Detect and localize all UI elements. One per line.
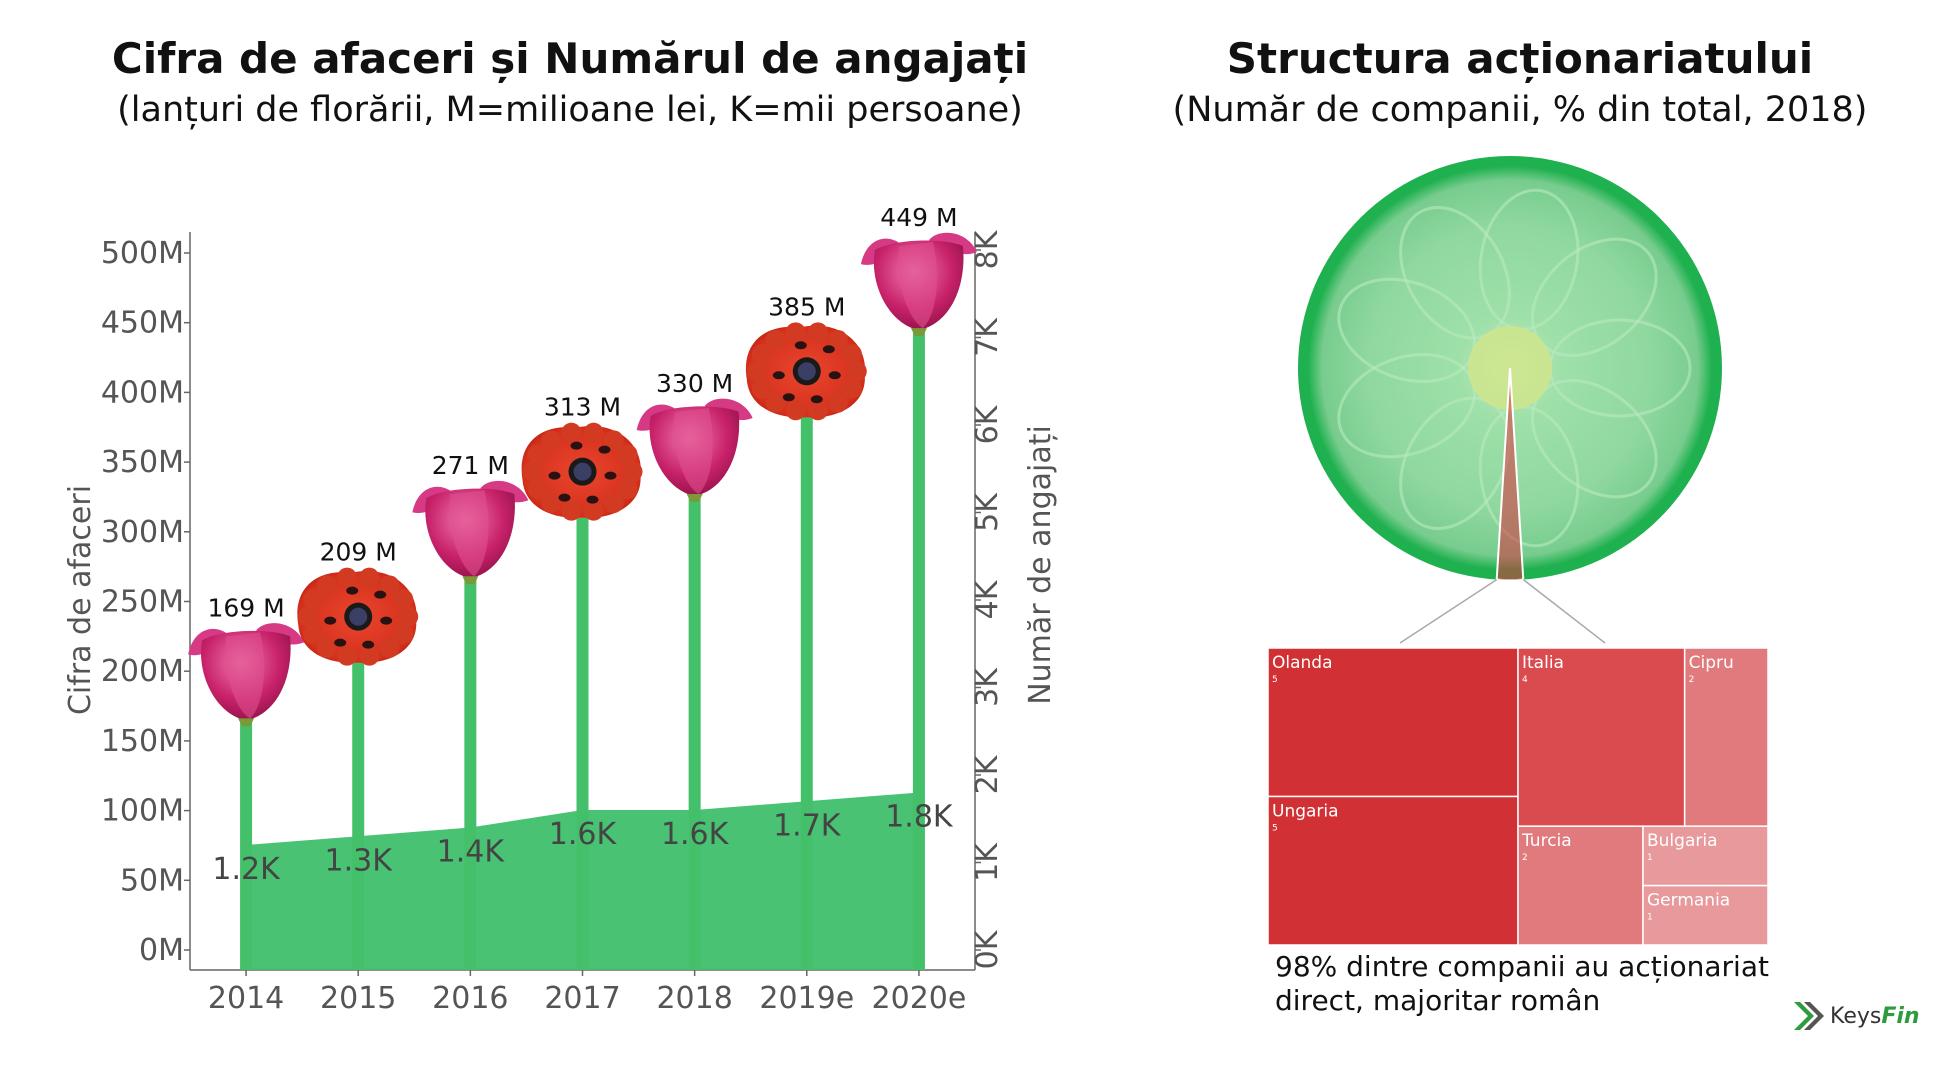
- y2-axis-title: Număr de angajați: [1023, 425, 1058, 705]
- treemap-label: Turcia: [1521, 831, 1572, 851]
- treemap-label: Germania: [1647, 891, 1730, 911]
- y2-tick-label: 0K: [970, 929, 1005, 969]
- y-tick-label: 500M: [101, 236, 184, 271]
- revenue-employees-chart: 0M 50M 100M 150M 200M 250M 300M 350M 400M 450M 500…: [63, 203, 1058, 1016]
- y-tick-label: 100M: [101, 794, 184, 829]
- treemap-value: 1: [1647, 913, 1653, 923]
- treemap-cell: [1642, 884, 1769, 946]
- treemap-label: Italia: [1522, 653, 1564, 673]
- revenue-bar: [576, 513, 589, 970]
- poppy-flower: [297, 567, 419, 666]
- y-tick-label: 0M: [139, 933, 184, 968]
- y2-tick-label: 6K: [970, 404, 1005, 444]
- revenue-label: 271 M: [432, 451, 509, 480]
- revenue-bar: [464, 572, 477, 970]
- x-tick-label: 2014: [208, 981, 284, 1016]
- logo-text-keys: Keys: [1830, 1003, 1882, 1029]
- employees-label: 1.6K: [661, 817, 730, 852]
- x-tick-label: 2018: [656, 981, 732, 1016]
- revenue-bar: [352, 658, 365, 970]
- employees-label: 1.8K: [885, 800, 954, 835]
- y2-tick-label: 1K: [970, 842, 1005, 882]
- employees-label: 1.2K: [212, 852, 281, 887]
- revenue-label: 209 M: [320, 538, 397, 567]
- treemap-cell: [1517, 647, 1686, 827]
- y-axis-title: Cifra de afaceri: [63, 485, 98, 715]
- treemap-cell: [1267, 795, 1519, 946]
- x-tick-label: 2016: [432, 981, 508, 1016]
- treemap-cell: [1642, 825, 1769, 887]
- y2-tick-label: 2K: [970, 754, 1005, 794]
- poppy-flower: [521, 422, 643, 521]
- treemap-label: Ungaria: [1272, 802, 1339, 822]
- y2-tick-label: 5K: [970, 492, 1005, 532]
- treemap-label: Cipru: [1689, 653, 1734, 673]
- pie-foreign-slice: [1495, 367, 1525, 582]
- revenue-label: 385 M: [768, 292, 845, 321]
- employees-label: 1.6K: [549, 817, 618, 852]
- treemap-label: Bulgaria: [1647, 831, 1718, 851]
- left-chart-title: Cifra de afaceri și Numărul de angajați: [111, 34, 1029, 83]
- treemap-value: 2: [1689, 675, 1695, 685]
- treemap-value: 2: [1522, 853, 1528, 863]
- tulip-flower: [412, 480, 529, 585]
- revenue-bar: [688, 489, 701, 970]
- treemap-label: Olanda: [1272, 653, 1333, 673]
- left-chart-subtitle: (lanțuri de florării, M=milioane lei, K=…: [117, 90, 1023, 130]
- y-tick-label: 150M: [101, 724, 184, 759]
- x-tick-label: 2017: [544, 981, 620, 1016]
- connector-line: [1399, 578, 1498, 644]
- treemap-value: 1: [1647, 853, 1653, 863]
- shareholding-chart: Olanda 5 Ungaria 5 Italia 4 Cipru 2 Turcia 2 Bulga…: [1267, 156, 1769, 946]
- y2-tick-label: 4K: [970, 579, 1005, 619]
- revenue-label: 449 M: [880, 203, 957, 232]
- revenue-label: 169 M: [207, 593, 284, 622]
- employees-label: 1.7K: [773, 808, 842, 843]
- y-tick-label: 250M: [101, 585, 184, 620]
- revenue-label: 330 M: [656, 369, 733, 398]
- connector-line: [1522, 578, 1606, 644]
- y2-tick-label: 8K: [970, 229, 1005, 269]
- y-tick-label: 350M: [101, 445, 184, 480]
- revenue-label: 313 M: [544, 393, 621, 422]
- revenue-bar: [800, 413, 813, 970]
- y-tick-label: 50M: [120, 863, 184, 898]
- y2-tick-label: 3K: [970, 667, 1005, 707]
- y-tick-label: 200M: [101, 654, 184, 689]
- treemap-value: 5: [1272, 675, 1278, 685]
- employees-label: 1.4K: [437, 835, 506, 870]
- treemap-cell: [1683, 647, 1769, 827]
- y-tick-label: 400M: [101, 375, 184, 410]
- poppy-flower: [745, 322, 867, 421]
- keysfin-logo-icon: [1794, 1002, 1824, 1030]
- tulip-flower: [188, 623, 305, 727]
- y-tick-label: 450M: [101, 306, 184, 341]
- right-chart-title: Structura acționariatului: [1226, 34, 1814, 83]
- logo-text-fin: Fin: [1881, 1003, 1920, 1029]
- x-tick-label: 2020e: [872, 981, 967, 1016]
- treemap-cell: [1517, 825, 1644, 946]
- revenue-bar: [240, 714, 253, 970]
- treemap-value: 5: [1272, 824, 1278, 834]
- y2-tick-label: 7K: [970, 317, 1005, 357]
- y-tick-label: 300M: [101, 515, 184, 550]
- tulip-flower: [636, 398, 753, 502]
- right-chart-subtitle: (Număr de companii, % din total, 2018): [1172, 90, 1868, 130]
- employees-label: 1.3K: [325, 843, 394, 878]
- x-tick-label: 2015: [320, 981, 396, 1016]
- revenue-bar: [912, 324, 925, 970]
- shareholding-footnote: 98% dintre companii au acționariat direc…: [1275, 950, 1769, 1017]
- x-tick-label: 2019e: [759, 981, 854, 1016]
- keysfin-logo: Keys Fin: [1790, 996, 1920, 1036]
- tulip-flower: [860, 232, 977, 337]
- treemap-value: 4: [1522, 675, 1528, 685]
